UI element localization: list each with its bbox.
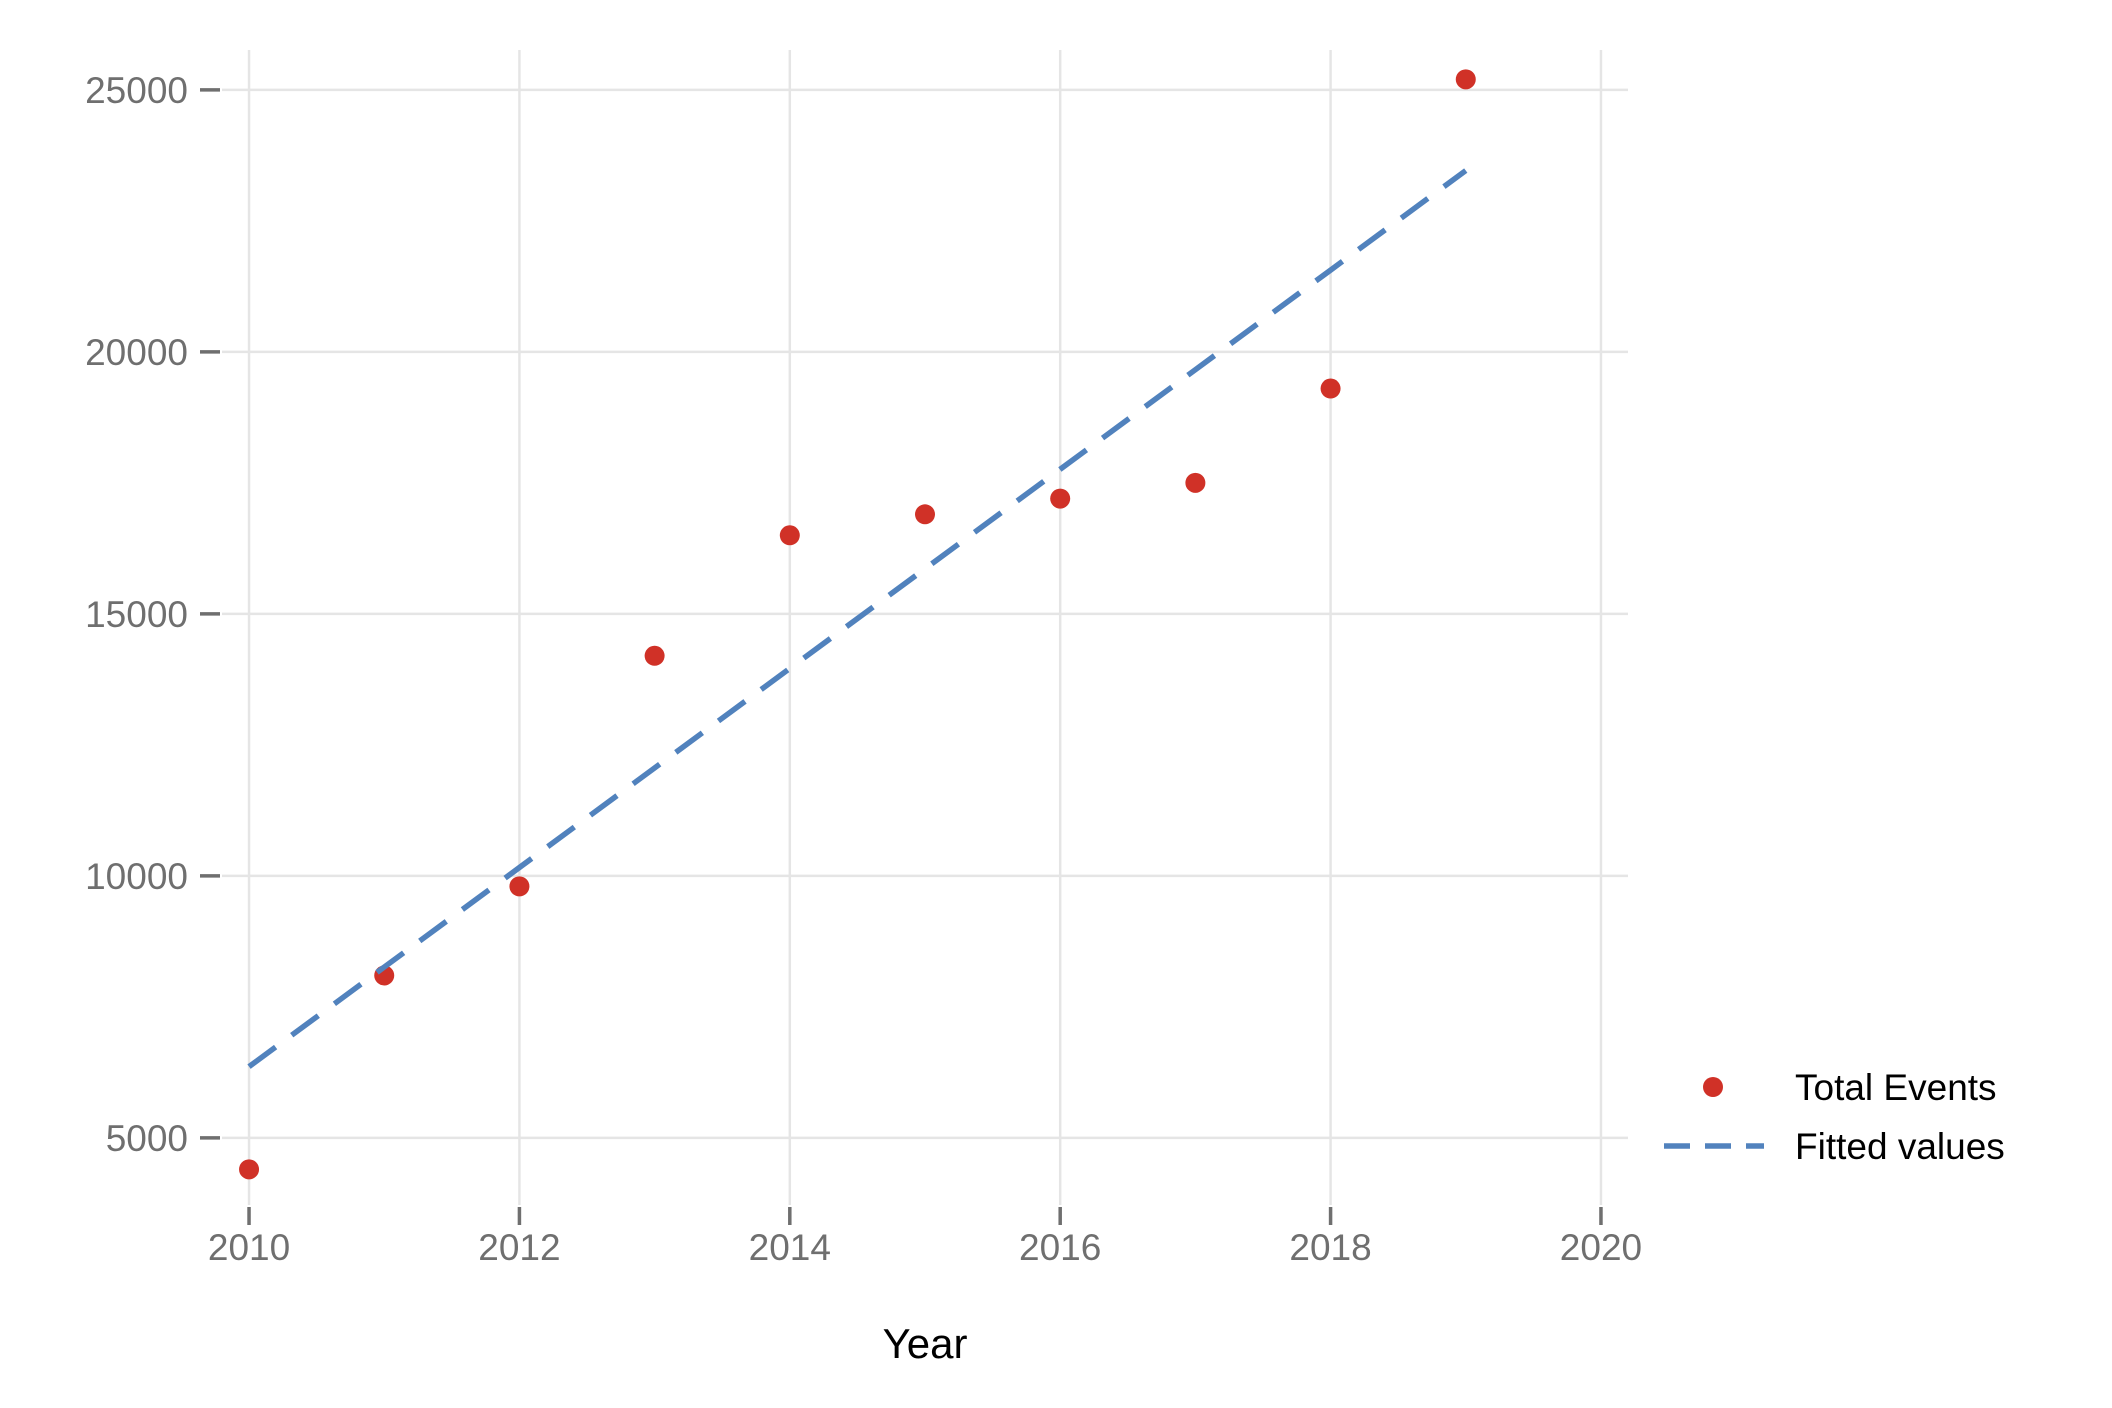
legend-total-events-label: Total Events: [1795, 1067, 1997, 1108]
x-tick-label-2014: 2014: [749, 1227, 831, 1268]
x-axis-title: Year: [883, 1320, 968, 1367]
y-tick-label-25000: 25000: [85, 70, 188, 111]
total-events-point-2010: [239, 1159, 260, 1180]
axis-tick-labels: 2010 2012 2014 2016 2018 2020 5000 10000 15000 20…: [85, 70, 1642, 1268]
y-tick-label-15000: 15000: [85, 594, 188, 635]
y-tick-label-10000: 10000: [85, 856, 188, 897]
total-events-point-2019: [1455, 69, 1476, 90]
fitted-line: [247, 168, 1468, 1069]
total-events-point-2012: [509, 876, 530, 897]
x-tick-label-2016: 2016: [1019, 1227, 1101, 1268]
total-events-point-2018: [1320, 378, 1341, 399]
legend: Total Events Fitted values: [1664, 1067, 2005, 1167]
x-tick-label-2010: 2010: [208, 1227, 290, 1268]
total-events-point-2015: [915, 504, 935, 525]
gridlines: [222, 50, 1628, 1205]
x-tick-label-2018: 2018: [1289, 1227, 1371, 1268]
y-tick-label-20000: 20000: [85, 332, 188, 373]
total-events-point-2014: [779, 525, 800, 546]
legend-total-events-dot-icon: [1703, 1077, 1723, 1097]
y-tick-label-5000: 5000: [106, 1118, 188, 1159]
total-events-point-2017: [1185, 472, 1206, 493]
legend-fitted-values-label: Fitted values: [1795, 1126, 2005, 1167]
x-tick-label-2012: 2012: [478, 1227, 560, 1268]
x-tick-label-2020: 2020: [1560, 1227, 1642, 1268]
total-events-point-2013: [644, 645, 665, 666]
axis-ticks: [200, 88, 1603, 1225]
total-events-point-2016: [1050, 488, 1071, 509]
data-series: [239, 69, 1476, 1180]
